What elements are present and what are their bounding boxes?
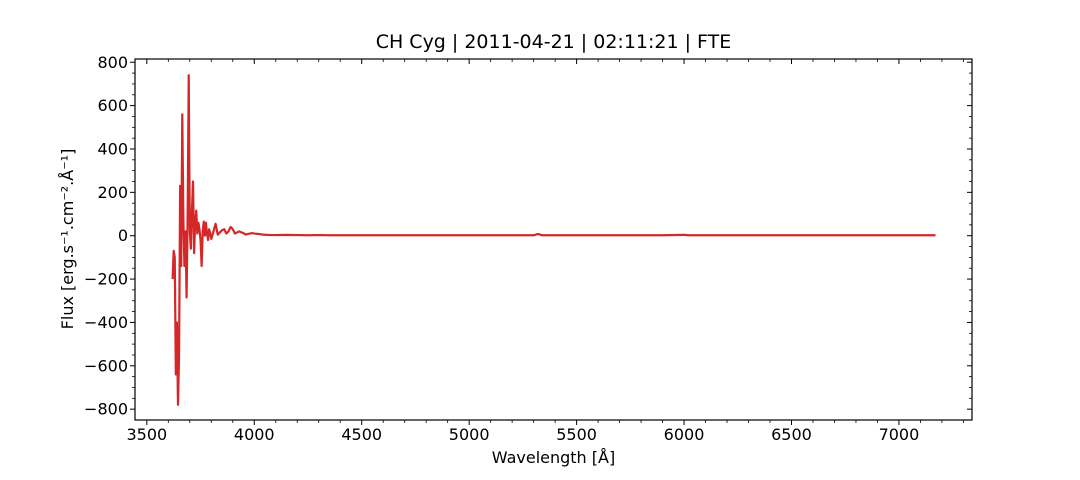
axes-frame xyxy=(134,58,973,421)
x-axis-label: Wavelength [Å] xyxy=(492,448,615,467)
y-tick-label: −200 xyxy=(84,270,128,289)
x-tick-label: 5500 xyxy=(556,425,597,444)
series-line-0 xyxy=(171,74,936,406)
y-axis-ticks: −800 −600 −400 −200 0 200 400 600 800 xyxy=(84,53,972,419)
x-tick-label: 5000 xyxy=(449,425,490,444)
y-tick-label: 400 xyxy=(97,139,128,158)
y-tick-label: −400 xyxy=(84,313,128,332)
x-tick-label: 6500 xyxy=(771,425,812,444)
x-tick-label: 3500 xyxy=(126,425,167,444)
x-tick-label: 7000 xyxy=(879,425,920,444)
y-tick-label: 800 xyxy=(97,53,128,72)
y-tick-label: 600 xyxy=(97,96,128,115)
series-layer xyxy=(171,74,936,406)
y-tick-label: 0 xyxy=(118,226,128,245)
y-tick-label: −800 xyxy=(84,400,128,419)
chart-title: CH Cyg | 2011-04-21 | 02:11:21 | FTE xyxy=(376,31,732,53)
y-axis-label: Flux [erg.s⁻¹.cm⁻².Å⁻¹] xyxy=(58,149,77,330)
x-tick-label: 4000 xyxy=(234,425,275,444)
x-axis-ticks: 3500 4000 4500 5000 5500 6000 6500 7000 xyxy=(126,59,964,444)
x-tick-label: 6000 xyxy=(664,425,705,444)
x-tick-label: 4500 xyxy=(341,425,382,444)
plot-area xyxy=(134,58,973,421)
y-tick-label: −600 xyxy=(84,356,128,375)
y-tick-label: 200 xyxy=(97,183,128,202)
